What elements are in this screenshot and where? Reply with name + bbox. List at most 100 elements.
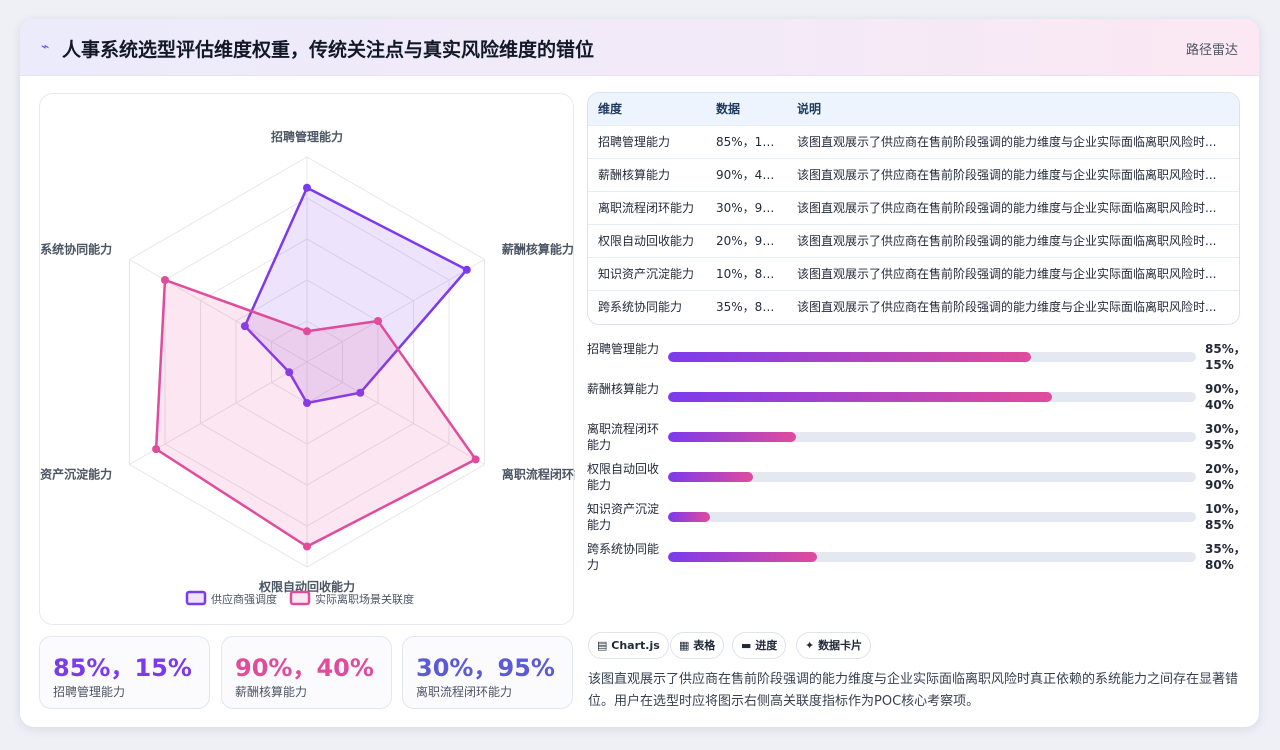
radar-data-point — [303, 542, 311, 551]
table-row: 权限自动回收能力 20%，90% 该图直观展示了供应商在售前阶段强调的能力维度与… — [588, 224, 1239, 258]
progress-value: 10%，85% — [1205, 502, 1246, 532]
progress-label: 招聘管理能力 — [587, 342, 660, 356]
legend-swatch — [289, 590, 311, 606]
table-cell: 知识资产沉淀能力 — [588, 257, 706, 291]
progress-row: 跨系统协同能力 35%，80% — [587, 541, 1247, 575]
radar-data-point — [240, 322, 249, 331]
progress-track — [668, 432, 1196, 442]
table-row: 招聘管理能力 85%，15% 该图直观展示了供应商在售前阶段强调的能力维度与企业… — [588, 125, 1239, 159]
radar-spoke — [129, 259, 308, 363]
kpi-label: 招聘管理能力 — [53, 685, 126, 699]
progress-value: 90%，40% — [1205, 382, 1246, 412]
chip-table[interactable]: ▦ 表格 — [670, 632, 725, 659]
radar-data-point — [374, 317, 383, 325]
table-cell: 该图直观展示了供应商在售前阶段强调的能力维度与企业实际面临离职风险时... — [787, 158, 1239, 192]
table-cell: 跨系统协同能力 — [598, 300, 683, 315]
table-cell: 权限自动回收能力 — [588, 224, 706, 258]
radar-axis-label: 离职流程闭环能力 — [502, 467, 575, 482]
kpi-value: 85%，15% — [53, 654, 192, 682]
progress-row: 权限自动回收能力 20%，90% — [587, 461, 1247, 495]
table-cell: 10%，85% — [706, 257, 787, 291]
progress-list: 招聘管理能力 85%，15% 薪酬核算能力 90%，40% 离职流程闭环能力 3… — [587, 341, 1247, 581]
table-icon: ▦ — [679, 639, 690, 652]
table-cell: 离职流程闭环能力 — [588, 191, 706, 225]
table-cell: 该图直观展示了供应商在售前阶段强调的能力维度与企业实际面临离职风险时... — [797, 300, 1217, 315]
chip-chartjs[interactable]: ▤ Chart.js — [588, 632, 669, 659]
progress-row: 离职流程闭环能力 30%，95% — [587, 421, 1247, 455]
column-header: 维度 — [588, 93, 706, 126]
progress-fill — [668, 352, 1031, 362]
progress-value: 30%，95% — [1205, 422, 1246, 452]
kpi-card: 30%，95% 离职流程闭环能力 — [402, 636, 573, 709]
progress-label: 权限自动回收能力 — [587, 462, 660, 492]
table-cell: 薪酬核算能力 — [588, 158, 706, 192]
table-header-row: 维度 数据 说明 — [588, 93, 1239, 126]
radar-spoke — [306, 361, 485, 465]
table-cell: 30%，95% — [706, 191, 787, 225]
legend-label: 供应商强调度 — [211, 592, 277, 606]
table-row: 知识资产沉淀能力 10%，85% 该图直观展示了供应商在售前阶段强调的能力维度与… — [588, 257, 1239, 291]
progress-label: 跨系统协同能力 — [587, 542, 660, 572]
dashboard-card: ⌁ 人事系统选型评估维度权重，传统关注点与真实风险维度的错位 路径雷达 招聘管理… — [20, 19, 1259, 727]
radar-axis-label: 招聘管理能力 — [271, 129, 343, 144]
table-cell: 该图直观展示了供应商在售前阶段强调的能力维度与企业实际面临离职风险时... — [787, 191, 1239, 225]
table-cell: 35%，80% — [716, 300, 782, 315]
radar-data-point — [471, 455, 480, 464]
radar-chart: 招聘管理能力薪酬核算能力离职流程闭环能力权限自动回收能力 知识资产沉淀能力跨系统协… — [40, 129, 575, 606]
table-row: 薪酬核算能力 90%，40% 该图直观展示了供应商在售前阶段强调的能力维度与企业… — [588, 158, 1239, 192]
table-cell: 该图直观展示了供应商在售前阶段强调的能力维度与企业实际面临离职风险时... — [787, 125, 1239, 159]
table-cell: 该图直观展示了供应商在售前阶段强调的能力维度与企业实际面临离职风险时... — [787, 224, 1239, 258]
chart-description: 该图直观展示了供应商在售前阶段强调的能力维度与企业实际面临离职风险时真正依赖的系… — [588, 672, 1239, 709]
progress-icon: ▬ — [741, 639, 752, 652]
chip-data-card[interactable]: ✦ 数据卡片 — [796, 632, 872, 659]
table-cell: 招聘管理能力 — [588, 125, 706, 159]
chip-label: 进度 — [755, 639, 778, 652]
radar-data-point — [356, 388, 365, 397]
radar-data-point — [303, 399, 311, 407]
chart-icon: ▤ — [597, 639, 608, 652]
progress-track — [668, 472, 1196, 482]
radar-data-point — [152, 445, 161, 454]
progress-value: 20%，90% — [1205, 462, 1246, 492]
header-bar: ⌁ 人事系统选型评估维度权重，传统关注点与真实风险维度的错位 路径雷达 — [20, 19, 1259, 76]
table-cell: 该图直观展示了供应商在售前阶段强调的能力维度与企业实际面临离职风险时... — [787, 257, 1239, 291]
chart-type-tag: 路径雷达 — [1185, 43, 1238, 58]
card-icon: ✦ — [805, 639, 815, 652]
chip-label: 数据卡片 — [818, 639, 863, 652]
radar-data-point — [462, 265, 471, 274]
radar-data-point — [160, 276, 169, 284]
kpi-value: 90%，40% — [235, 654, 374, 682]
radar-axis-label: 跨系统协同能力 — [40, 242, 112, 257]
progress-track — [668, 552, 1196, 562]
chart-pulse-icon: ⌁ — [41, 39, 50, 55]
kpi-label: 薪酬核算能力 — [235, 685, 308, 699]
kpi-card: 85%，15% 招聘管理能力 — [39, 636, 210, 709]
kpi-card: 90%，40% 薪酬核算能力 — [221, 636, 392, 709]
progress-row: 知识资产沉淀能力 10%，85% — [587, 501, 1247, 535]
progress-fill — [668, 432, 796, 442]
progress-label: 离职流程闭环能力 — [587, 422, 660, 452]
table-cell: 85%，15% — [706, 125, 787, 159]
legend-swatch — [185, 590, 207, 606]
table-row: 跨系统协同能力 35%，80% 该图直观展示了供应商在售前阶段强调的能力维度与企… — [588, 290, 1239, 323]
progress-fill — [668, 392, 1052, 402]
radar-chart-panel: 招聘管理能力薪酬核算能力离职流程闭环能力权限自动回收能力 知识资产沉淀能力跨系统协… — [39, 93, 575, 625]
kpi-label: 离职流程闭环能力 — [416, 685, 513, 699]
chip-progress[interactable]: ▬ 进度 — [732, 632, 787, 659]
table-row: 离职流程闭环能力 30%，95% 该图直观展示了供应商在售前阶段强调的能力维度与… — [588, 191, 1239, 225]
data-table: 维度 数据 说明 招聘管理能力 85%，15% 该图直观展示了供应商在售前阶段强… — [587, 92, 1240, 325]
table-cell: 20%，90% — [706, 224, 787, 258]
progress-row: 招聘管理能力 85%，15% — [587, 341, 1247, 375]
kpi-value: 30%，95% — [416, 654, 555, 682]
progress-value: 85%，15% — [1205, 342, 1246, 372]
column-header: 说明 — [787, 93, 1239, 126]
radar-data-point — [303, 183, 311, 192]
progress-label: 知识资产沉淀能力 — [587, 502, 660, 532]
radar-spoke — [306, 259, 485, 363]
progress-row: 薪酬核算能力 90%，40% — [587, 381, 1247, 415]
chip-label: Chart.js — [611, 639, 660, 652]
radar-data-point — [285, 368, 294, 377]
chip-label: 表格 — [693, 639, 716, 652]
progress-fill — [668, 472, 753, 482]
table-cell: 90%，40% — [706, 158, 787, 192]
